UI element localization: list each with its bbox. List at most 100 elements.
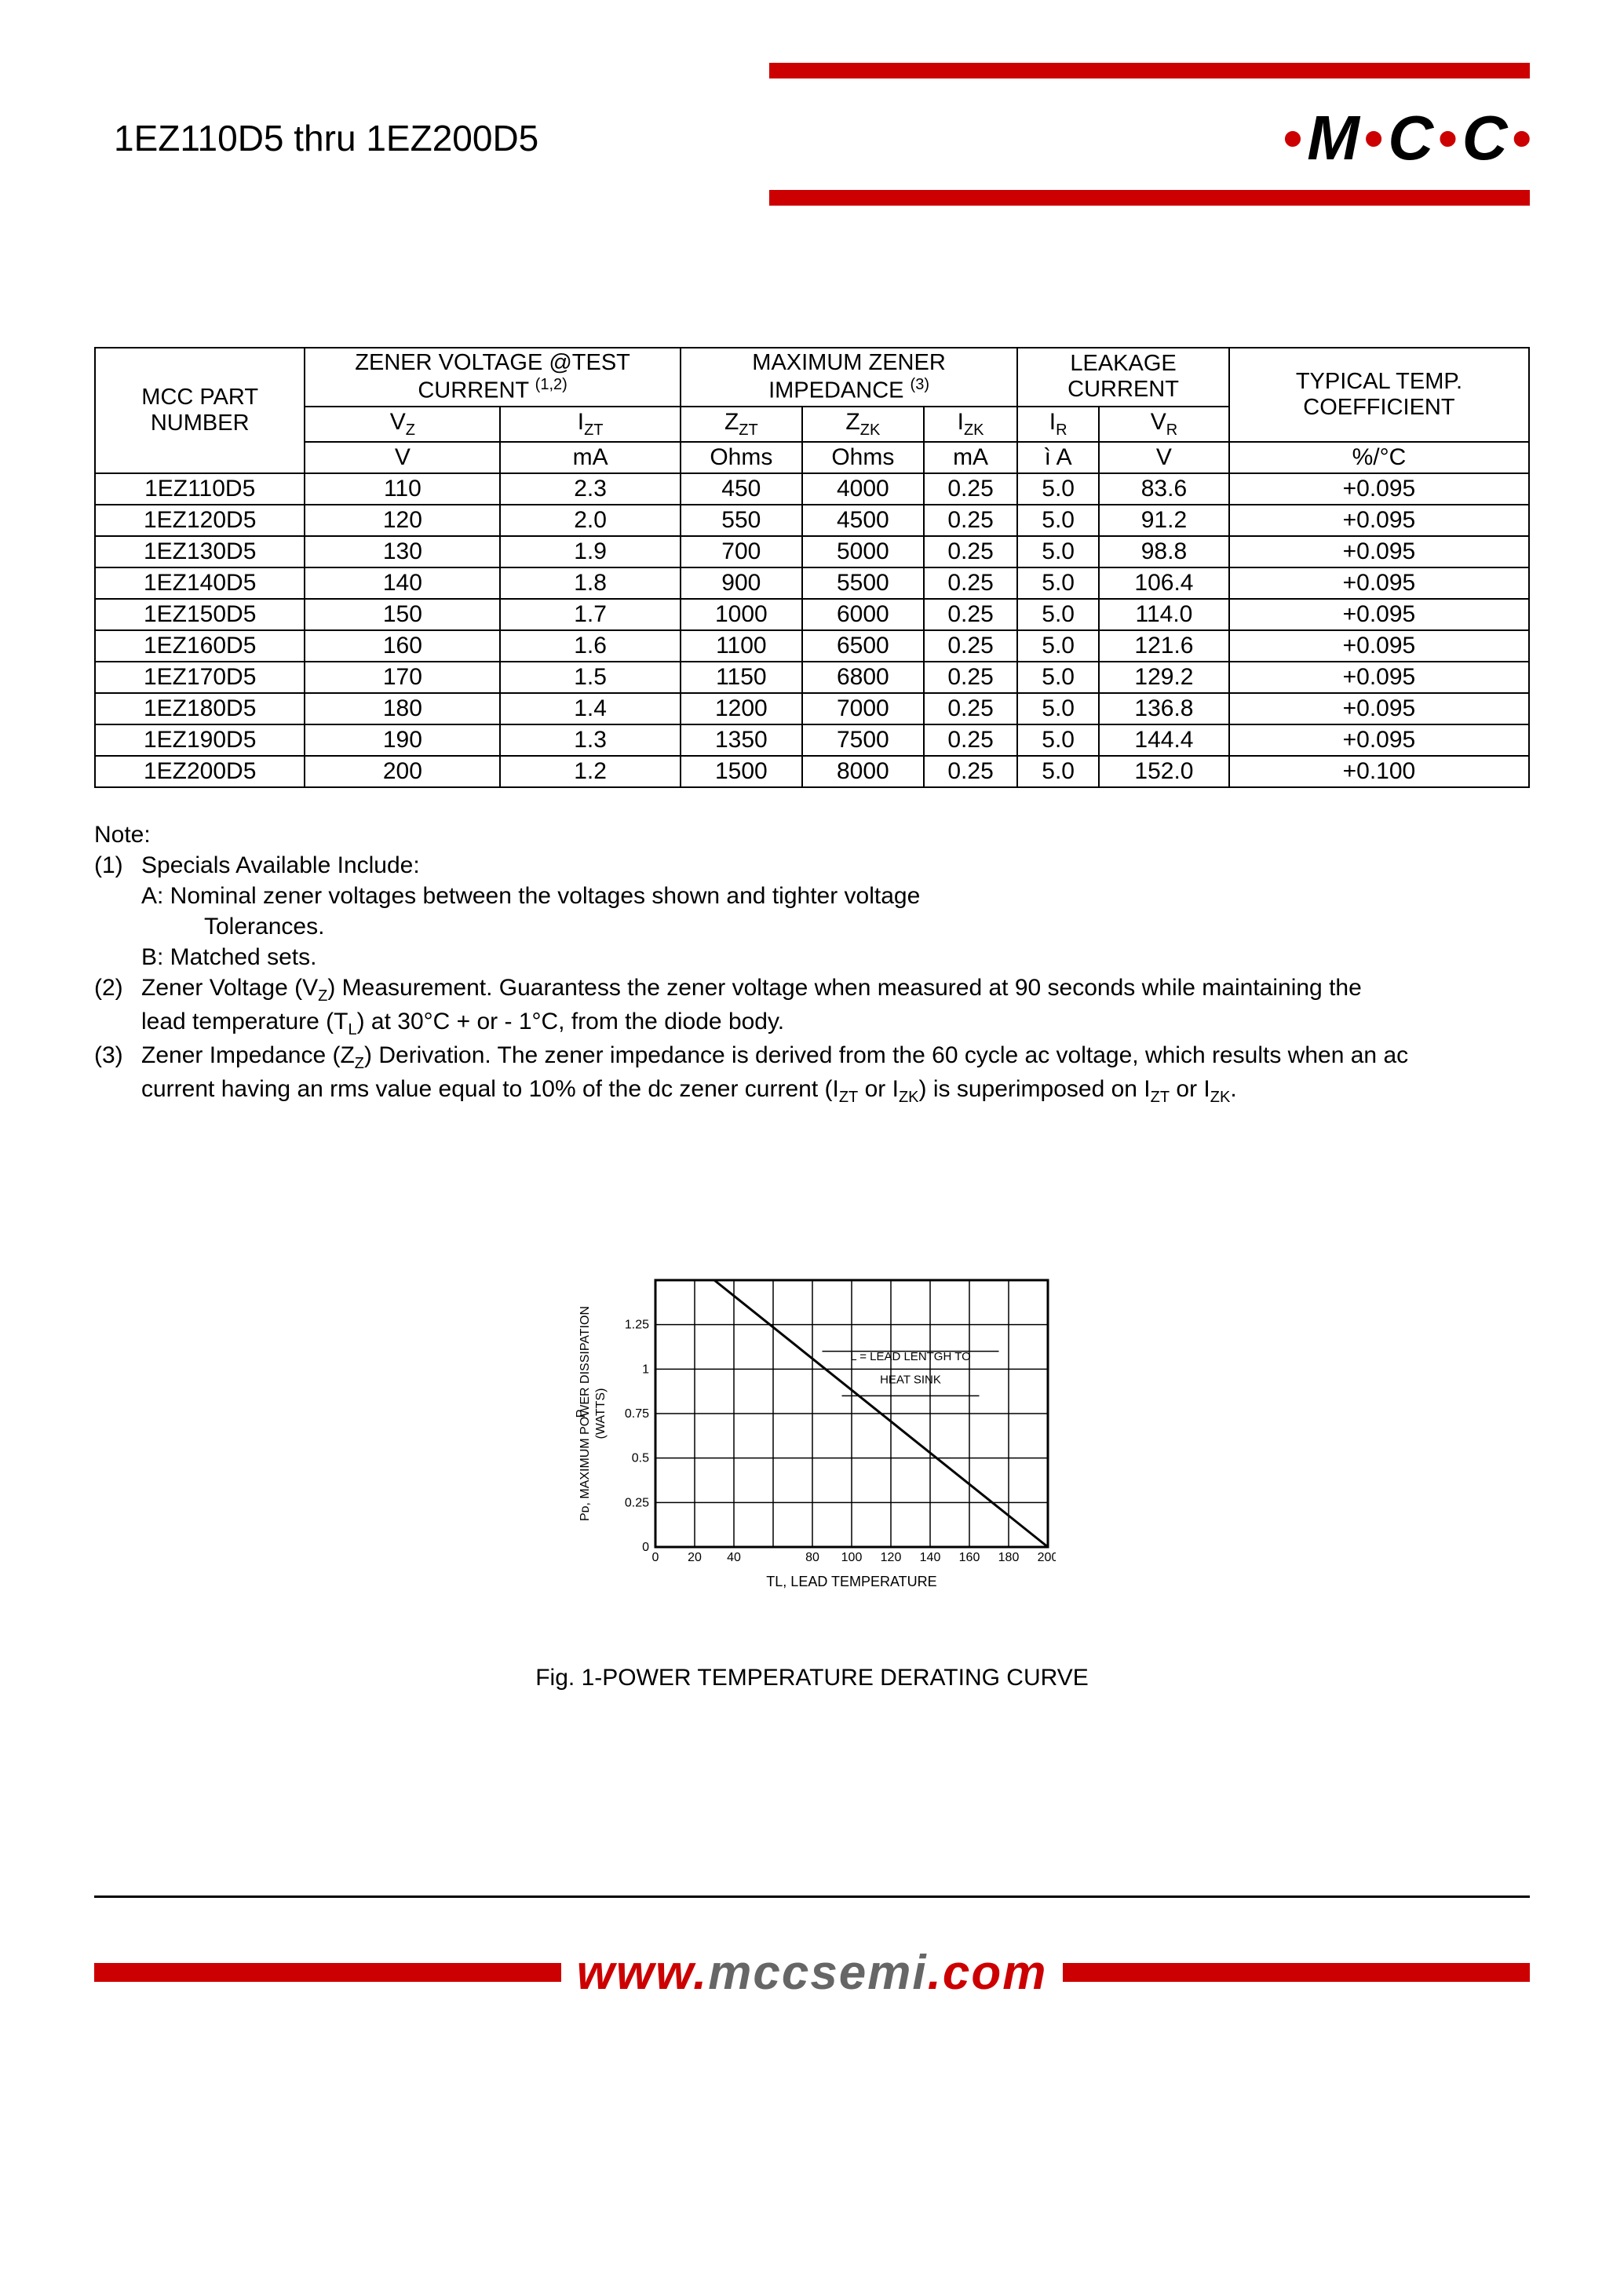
cell-izk: 0.25: [924, 693, 1017, 724]
cell-tc: +0.095: [1229, 724, 1529, 756]
cell-vr: 136.8: [1099, 693, 1229, 724]
table-row: 1EZ170D51701.5115068000.255.0129.2+0.095: [95, 662, 1529, 693]
cell-vz: 110: [305, 473, 500, 505]
cell-izk: 0.25: [924, 724, 1017, 756]
cell-izt: 1.7: [500, 599, 680, 630]
logo-dot: •: [1512, 107, 1530, 170]
cell-vr: 106.4: [1099, 567, 1229, 599]
table-row: 1EZ150D51501.7100060000.255.0114.0+0.095: [95, 599, 1529, 630]
cell-vr: 144.4: [1099, 724, 1229, 756]
svg-text:0.75: 0.75: [624, 1407, 648, 1421]
logo-dot: •: [1438, 107, 1456, 170]
cell-zzt: 450: [681, 473, 802, 505]
cell-tc: +0.095: [1229, 630, 1529, 662]
unit: V: [305, 442, 500, 473]
svg-text:TL, LEAD TEMPERATURE: TL, LEAD TEMPERATURE: [766, 1574, 936, 1589]
note-1-line: A: Nominal zener voltages between the vo…: [94, 881, 1530, 911]
cell-part: 1EZ160D5: [95, 630, 305, 662]
notes-heading: Note:: [94, 819, 1530, 850]
cell-zzk: 7500: [802, 724, 924, 756]
top-red-bar: [769, 63, 1530, 78]
table-head: MCC PART NUMBERZENER VOLTAGE @TEST CURRE…: [95, 348, 1529, 473]
cell-tc: +0.095: [1229, 536, 1529, 567]
cell-zzk: 8000: [802, 756, 924, 787]
cell-zzt: 1500: [681, 756, 802, 787]
cell-vz: 170: [305, 662, 500, 693]
table-row: 1EZ130D51301.970050000.255.098.8+0.095: [95, 536, 1529, 567]
cell-zzk: 5000: [802, 536, 924, 567]
svg-text:20: 20: [688, 1551, 702, 1564]
cell-zzt: 1150: [681, 662, 802, 693]
cell-izt: 1.5: [500, 662, 680, 693]
cell-izk: 0.25: [924, 662, 1017, 693]
footer-url: www.mccsemi.com: [577, 1945, 1048, 2001]
col-leakage: LEAKAGE CURRENT: [1017, 348, 1229, 407]
cell-izt: 1.8: [500, 567, 680, 599]
cell-vz: 140: [305, 567, 500, 599]
cell-izt: 1.4: [500, 693, 680, 724]
cell-tc: +0.095: [1229, 473, 1529, 505]
cell-ir: 5.0: [1017, 567, 1099, 599]
table-row: 1EZ110D51102.345040000.255.083.6+0.095: [95, 473, 1529, 505]
note-1-line: Tolerances.: [94, 911, 1530, 942]
cell-izk: 0.25: [924, 599, 1017, 630]
cell-zzt: 550: [681, 505, 802, 536]
cell-part: 1EZ140D5: [95, 567, 305, 599]
cell-vr: 98.8: [1099, 536, 1229, 567]
col-part: MCC PART NUMBER: [95, 348, 305, 473]
footer-bar-left: [94, 1963, 561, 1982]
col-temp-coef: TYPICAL TEMP. COEFFICIENT: [1229, 348, 1529, 442]
cell-vz: 180: [305, 693, 500, 724]
cell-part: 1EZ150D5: [95, 599, 305, 630]
svg-text:200: 200: [1037, 1551, 1055, 1564]
cell-ir: 5.0: [1017, 505, 1099, 536]
cell-part: 1EZ200D5: [95, 756, 305, 787]
col-zener-voltage: ZENER VOLTAGE @TEST CURRENT (1,2): [305, 348, 680, 407]
cell-vz: 160: [305, 630, 500, 662]
unit: mA: [924, 442, 1017, 473]
sub-izt: IZT: [500, 407, 680, 442]
mcc-logo: • M • C • C •: [1283, 102, 1530, 174]
sub-ir: IR: [1017, 407, 1099, 442]
sub-vz: VZ: [305, 407, 500, 442]
unit: Ohms: [802, 442, 924, 473]
unit: V: [1099, 442, 1229, 473]
svg-text:1.25: 1.25: [624, 1318, 648, 1331]
cell-izk: 0.25: [924, 536, 1017, 567]
cell-ir: 5.0: [1017, 662, 1099, 693]
footer: www.mccsemi.com: [94, 1945, 1530, 2001]
cell-part: 1EZ180D5: [95, 693, 305, 724]
cell-izk: 0.25: [924, 505, 1017, 536]
cell-tc: +0.095: [1229, 662, 1529, 693]
cell-vr: 152.0: [1099, 756, 1229, 787]
cell-part: 1EZ190D5: [95, 724, 305, 756]
svg-text:Pᴅ, MAXIMUM POWER DISSIPATION: Pᴅ, MAXIMUM POWER DISSIPATION: [578, 1306, 592, 1521]
table-row: 1EZ180D51801.4120070000.255.0136.8+0.095: [95, 693, 1529, 724]
svg-text:100: 100: [841, 1551, 862, 1564]
cell-ir: 5.0: [1017, 693, 1099, 724]
cell-izk: 0.25: [924, 473, 1017, 505]
cell-tc: +0.095: [1229, 505, 1529, 536]
table-row: 1EZ200D52001.2150080000.255.0152.0+0.100: [95, 756, 1529, 787]
notes-section: Note: (1) Specials Available Include: A:…: [94, 819, 1530, 1107]
cell-vz: 190: [305, 724, 500, 756]
svg-text:80: 80: [805, 1551, 819, 1564]
svg-text:180: 180: [998, 1551, 1019, 1564]
cell-vz: 200: [305, 756, 500, 787]
table-row: 1EZ160D51601.6110065000.255.0121.6+0.095: [95, 630, 1529, 662]
svg-text:1: 1: [642, 1363, 649, 1376]
svg-text:L = LEAD LENTGH TO: L = LEAD LENTGH TO: [850, 1350, 971, 1363]
cell-zzt: 1200: [681, 693, 802, 724]
cell-vr: 91.2: [1099, 505, 1229, 536]
unit: Ohms: [681, 442, 802, 473]
cell-izk: 0.25: [924, 567, 1017, 599]
derating-chart-wrap: 00.250.50.7511.2502040801001201401601802…: [94, 1264, 1530, 1691]
page-title: 1EZ110D5 thru 1EZ200D5: [114, 117, 538, 159]
svg-text:120: 120: [880, 1551, 901, 1564]
logo-letter: C: [1388, 102, 1432, 174]
table-body: 1EZ110D51102.345040000.255.083.6+0.095 1E…: [95, 473, 1529, 787]
cell-tc: +0.100: [1229, 756, 1529, 787]
note-1: (1) Specials Available Include:: [94, 850, 1530, 881]
svg-text:0.5: 0.5: [631, 1451, 648, 1465]
svg-text:0.25: 0.25: [624, 1496, 648, 1509]
